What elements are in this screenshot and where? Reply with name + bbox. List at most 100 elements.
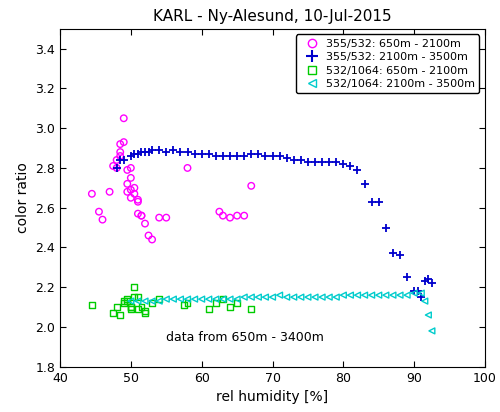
Point: [262, 294, 270, 300]
Point: [141, 220, 149, 227]
Point: [311, 159, 319, 165]
X-axis label: rel humidity [%]: rel humidity [%]: [216, 390, 328, 404]
Point: [141, 310, 149, 316]
Point: [198, 151, 205, 157]
Point: [130, 151, 138, 157]
Point: [382, 224, 390, 231]
Point: [396, 252, 404, 259]
Point: [428, 328, 436, 334]
Point: [396, 292, 404, 298]
Point: [112, 157, 120, 163]
Point: [346, 163, 354, 169]
Point: [116, 149, 124, 155]
Point: [134, 298, 142, 304]
Point: [212, 300, 220, 307]
Point: [144, 232, 152, 239]
Point: [290, 157, 298, 163]
Point: [248, 151, 256, 157]
Point: [176, 296, 184, 302]
Point: [346, 292, 354, 298]
Point: [130, 294, 138, 300]
Point: [127, 304, 135, 310]
Point: [421, 278, 429, 285]
Point: [318, 159, 326, 165]
Point: [226, 153, 234, 159]
Point: [155, 296, 163, 302]
Point: [424, 276, 432, 283]
Point: [124, 298, 132, 304]
Point: [162, 149, 170, 155]
Point: [360, 292, 368, 298]
Point: [216, 208, 224, 215]
Legend: 355/532: 650m - 2100m, 355/532: 2100m - 3500m, 532/1064: 650m - 2100m, 532/1064:: 355/532: 650m - 2100m, 355/532: 2100m - …: [296, 34, 480, 93]
Point: [403, 274, 411, 281]
Point: [148, 147, 156, 153]
Point: [88, 302, 96, 308]
Point: [297, 157, 305, 163]
Point: [88, 190, 96, 197]
Point: [120, 157, 128, 163]
Point: [382, 292, 390, 298]
Point: [184, 165, 192, 171]
Point: [162, 296, 170, 302]
Point: [212, 153, 220, 159]
Point: [233, 300, 241, 307]
Point: [262, 153, 270, 159]
Point: [219, 296, 227, 302]
Point: [282, 155, 290, 162]
Point: [148, 300, 156, 307]
Point: [134, 151, 142, 157]
Point: [116, 141, 124, 147]
Point: [116, 312, 124, 318]
Point: [268, 294, 276, 300]
Point: [340, 161, 347, 167]
Point: [325, 294, 333, 300]
Point: [106, 189, 114, 195]
Point: [141, 149, 149, 155]
Point: [134, 211, 142, 217]
Point: [180, 302, 188, 308]
Point: [112, 165, 120, 171]
Point: [162, 214, 170, 221]
Point: [127, 304, 135, 310]
Point: [254, 151, 262, 157]
Point: [134, 294, 142, 300]
Point: [311, 294, 319, 300]
Point: [141, 308, 149, 314]
Point: [354, 292, 362, 298]
Point: [184, 296, 192, 302]
Point: [325, 159, 333, 165]
Point: [219, 296, 227, 302]
Point: [290, 294, 298, 300]
Point: [240, 153, 248, 159]
Point: [240, 294, 248, 300]
Point: [144, 149, 152, 155]
Point: [124, 189, 132, 195]
Point: [155, 147, 163, 153]
Point: [95, 208, 103, 215]
Point: [98, 216, 106, 223]
Point: [417, 294, 425, 300]
Point: [138, 149, 145, 155]
Point: [368, 199, 376, 205]
Point: [375, 199, 383, 205]
Point: [375, 292, 383, 298]
Point: [318, 294, 326, 300]
Point: [138, 212, 145, 219]
Point: [424, 312, 432, 318]
Point: [130, 284, 138, 290]
Point: [276, 153, 283, 159]
Point: [109, 163, 117, 169]
Point: [148, 236, 156, 243]
Point: [127, 194, 135, 201]
Point: [360, 180, 368, 187]
Point: [127, 306, 135, 312]
Point: [417, 290, 425, 297]
Point: [389, 250, 397, 257]
Point: [127, 187, 135, 193]
Point: [226, 214, 234, 221]
Point: [127, 153, 135, 159]
Point: [124, 180, 132, 187]
Point: [304, 159, 312, 165]
Point: [116, 153, 124, 159]
